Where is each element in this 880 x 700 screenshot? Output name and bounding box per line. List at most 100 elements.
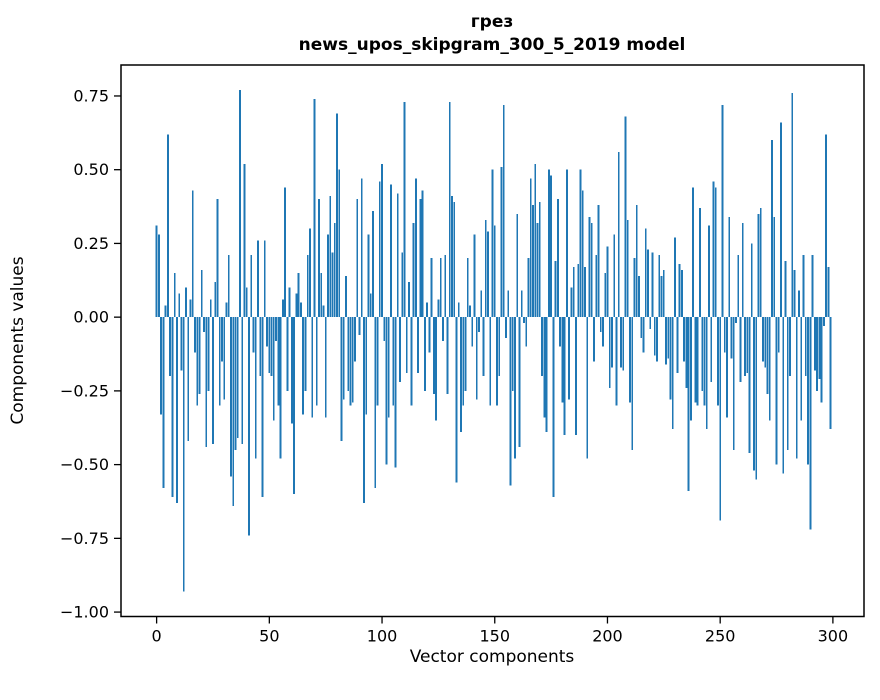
bar — [412, 222, 415, 318]
bar — [791, 93, 794, 318]
bar — [162, 317, 165, 489]
bar — [771, 140, 773, 318]
bar — [214, 281, 217, 318]
bar — [568, 317, 571, 400]
bar — [482, 317, 485, 377]
bar — [563, 317, 566, 436]
bar — [349, 317, 352, 406]
bar — [714, 187, 717, 318]
bar — [351, 317, 354, 403]
bar — [523, 317, 525, 324]
chart-title-word: грез — [471, 12, 513, 32]
bar — [532, 205, 534, 318]
bar — [263, 240, 266, 318]
bar — [347, 317, 350, 391]
bar — [417, 317, 420, 374]
bar — [372, 210, 374, 318]
bar — [516, 213, 519, 318]
axes-spines — [120, 64, 865, 618]
bar — [800, 317, 803, 421]
bar — [475, 317, 478, 400]
bar — [489, 317, 492, 406]
bar — [775, 317, 778, 465]
y-tick-label: 0.25 — [73, 234, 109, 253]
bar — [387, 317, 390, 418]
bar — [293, 317, 296, 495]
bar — [674, 237, 676, 318]
bar — [739, 317, 742, 383]
bar — [426, 302, 429, 318]
bar — [703, 317, 706, 406]
bar — [257, 240, 259, 318]
bar — [786, 317, 789, 450]
bar — [304, 317, 307, 391]
bar — [421, 190, 424, 318]
bar — [367, 234, 370, 318]
bar — [437, 299, 440, 318]
bar — [687, 317, 690, 492]
bar — [536, 222, 539, 318]
bar — [322, 305, 325, 318]
bar — [270, 317, 273, 377]
bar — [710, 317, 713, 383]
bar — [405, 317, 408, 374]
bar — [545, 317, 548, 433]
bar — [383, 317, 386, 341]
bar — [671, 317, 674, 430]
bar — [514, 317, 516, 459]
bar — [216, 199, 219, 318]
bar — [705, 317, 708, 430]
x-axis-label: Vector components — [410, 647, 575, 667]
bar — [401, 252, 404, 318]
bar — [448, 101, 451, 318]
bar — [245, 287, 248, 318]
bar — [708, 225, 710, 318]
bar — [239, 90, 241, 318]
bar — [333, 222, 336, 318]
bar — [773, 216, 776, 318]
bar — [365, 317, 368, 415]
bar — [552, 317, 555, 498]
bar — [635, 205, 638, 318]
bar — [502, 104, 505, 318]
bar — [518, 317, 521, 447]
bar — [631, 317, 634, 450]
bar — [266, 317, 268, 347]
bar — [480, 290, 483, 318]
bar — [385, 317, 388, 465]
bar — [439, 258, 442, 318]
bar — [157, 234, 160, 318]
bar — [662, 269, 665, 318]
bar — [169, 317, 172, 377]
bar — [768, 317, 771, 421]
bar — [721, 104, 724, 318]
bar — [696, 317, 699, 406]
bar — [811, 255, 814, 318]
bar — [462, 317, 465, 406]
bar — [762, 317, 764, 362]
bar — [324, 317, 327, 418]
bar — [570, 287, 573, 318]
bar — [644, 228, 647, 318]
bar — [338, 169, 341, 318]
bar — [313, 98, 316, 318]
bar — [737, 255, 740, 318]
bar — [572, 267, 575, 318]
bar — [750, 243, 753, 318]
bar — [658, 255, 661, 318]
bar — [667, 317, 670, 359]
bar — [340, 317, 343, 442]
bar — [171, 317, 174, 498]
bar — [579, 169, 582, 318]
bar — [689, 317, 692, 421]
bar — [460, 317, 462, 433]
bar — [638, 275, 640, 318]
bar — [180, 317, 183, 371]
bar — [712, 181, 715, 318]
bar — [446, 317, 449, 394]
bar — [685, 317, 688, 388]
bar — [802, 255, 805, 318]
bar — [491, 169, 494, 318]
bar — [660, 275, 663, 318]
bar — [277, 317, 280, 406]
